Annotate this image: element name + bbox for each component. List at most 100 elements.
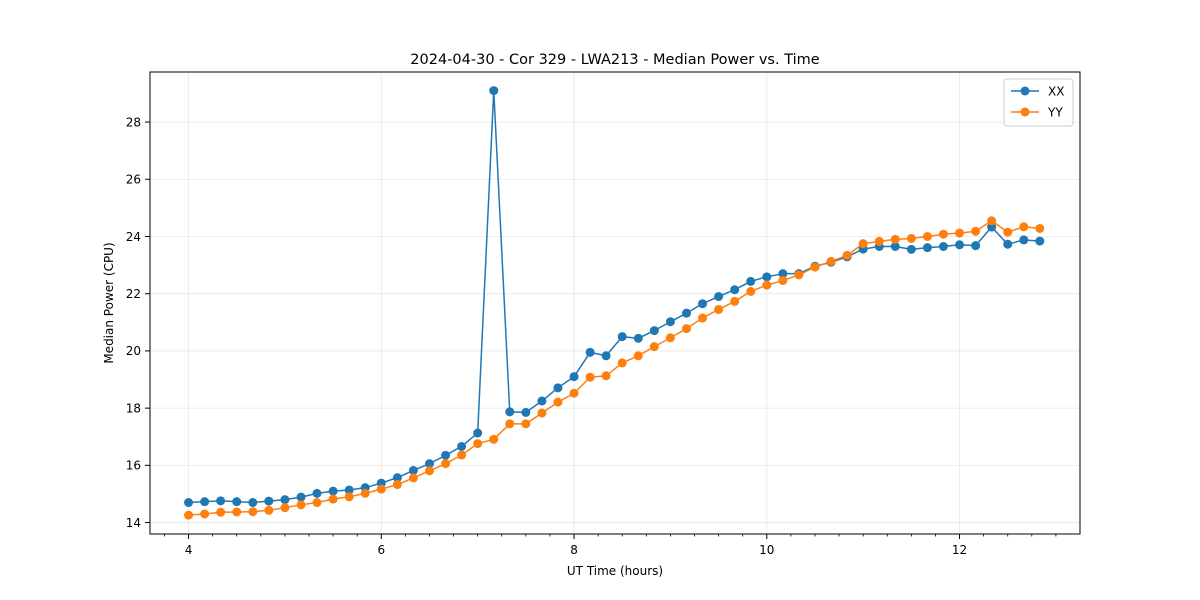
data-point-yy — [569, 388, 579, 398]
x-axis-label: UT Time (hours) — [567, 564, 663, 578]
y-axis-label: Median Power (CPU) — [102, 242, 116, 363]
data-point-xx — [232, 497, 242, 507]
y-tick-label: 20 — [126, 344, 141, 358]
data-point-yy — [360, 488, 370, 498]
data-point-yy — [906, 233, 916, 243]
data-point-yy — [794, 270, 804, 280]
data-point-xx — [457, 441, 467, 451]
x-tick-label: 6 — [377, 543, 385, 557]
data-point-xx — [698, 299, 708, 309]
data-point-xx — [778, 269, 788, 279]
data-point-yy — [1035, 223, 1045, 233]
data-point-yy — [312, 498, 322, 508]
data-point-yy — [810, 262, 820, 272]
data-point-xx — [312, 488, 322, 498]
data-point-xx — [296, 492, 306, 502]
data-point-yy — [1019, 222, 1029, 232]
data-point-xx — [601, 351, 611, 361]
data-point-yy — [408, 473, 418, 483]
data-point-xx — [505, 407, 515, 417]
data-point-yy — [826, 256, 836, 266]
data-point-xx — [682, 308, 692, 318]
x-tick-label: 10 — [759, 543, 774, 557]
data-point-yy — [649, 342, 659, 352]
data-point-xx — [200, 497, 210, 507]
data-point-xx — [665, 317, 675, 327]
data-point-yy — [858, 239, 868, 249]
plot-area-border — [149, 71, 1081, 535]
data-point-xx — [392, 473, 402, 483]
data-point-xx — [216, 496, 226, 506]
data-point-yy — [922, 231, 932, 241]
data-point-yy — [633, 351, 643, 361]
data-point-xx — [537, 396, 547, 406]
data-point-yy — [280, 503, 290, 513]
data-point-yy — [890, 234, 900, 244]
data-point-yy — [553, 397, 563, 407]
legend: XX YY — [1003, 78, 1074, 127]
data-point-yy — [216, 507, 226, 517]
data-point-xx — [987, 222, 997, 232]
data-point-xx — [617, 332, 627, 342]
data-point-xx — [762, 272, 772, 282]
data-point-xx — [569, 372, 579, 382]
data-point-yy — [746, 286, 756, 296]
data-point-yy — [617, 358, 627, 368]
legend-yy-label: YY — [1047, 106, 1063, 120]
y-tick-label: 24 — [126, 230, 141, 244]
data-point-xx — [328, 486, 338, 496]
x-tick-label: 4 — [185, 543, 193, 557]
data-point-xx — [489, 86, 499, 96]
data-point-xx — [424, 459, 434, 469]
data-point-yy — [424, 466, 434, 476]
y-axis: 14 16 18 20 22 24 26 28 — [126, 115, 150, 530]
data-point-xx — [264, 496, 274, 506]
data-point-yy — [328, 494, 338, 504]
data-point-xx — [971, 241, 981, 251]
data-point-xx — [890, 242, 900, 251]
y-tick-label: 22 — [126, 287, 141, 301]
data-point-yy — [264, 505, 274, 515]
legend-xx-label: XX — [1048, 85, 1064, 99]
data-point-xx — [280, 495, 290, 505]
data-point-yy — [874, 236, 884, 246]
data-point-xx — [344, 485, 354, 495]
data-point-yy — [473, 439, 483, 449]
data-point-xx — [408, 465, 418, 475]
data-point-xx — [1035, 236, 1045, 246]
data-point-xx — [906, 244, 916, 254]
data-point-xx — [746, 276, 756, 286]
data-point-yy — [296, 500, 306, 510]
data-point-xx — [633, 333, 643, 343]
data-point-yy — [730, 296, 740, 306]
data-point-yy — [505, 419, 515, 429]
data-point-xx — [730, 285, 740, 295]
data-point-yy — [376, 484, 386, 494]
data-point-yy — [184, 510, 194, 520]
x-tick-label: 8 — [570, 543, 578, 557]
data-point-yy — [665, 333, 675, 343]
data-point-yy — [762, 280, 772, 290]
data-point-yy — [392, 480, 402, 490]
data-point-yy — [457, 450, 467, 460]
data-point-xx — [553, 383, 563, 393]
x-tick-label: 12 — [952, 543, 967, 557]
data-point-yy — [585, 372, 595, 382]
data-point-yy — [1003, 227, 1013, 237]
data-point-xx — [248, 498, 258, 508]
data-point-yy — [441, 459, 451, 469]
data-point-yy — [537, 408, 547, 418]
data-point-xx — [1019, 235, 1029, 245]
data-point-xx — [1003, 239, 1013, 249]
y-tick-label: 14 — [126, 516, 141, 530]
data-point-yy — [521, 419, 531, 429]
data-point-yy — [842, 250, 852, 260]
y-tick-label: 18 — [126, 401, 141, 415]
data-point-xx — [714, 292, 724, 302]
data-point-yy — [248, 507, 258, 517]
data-point-xx — [955, 240, 965, 250]
data-point-yy — [698, 313, 708, 323]
data-point-yy — [714, 304, 724, 314]
